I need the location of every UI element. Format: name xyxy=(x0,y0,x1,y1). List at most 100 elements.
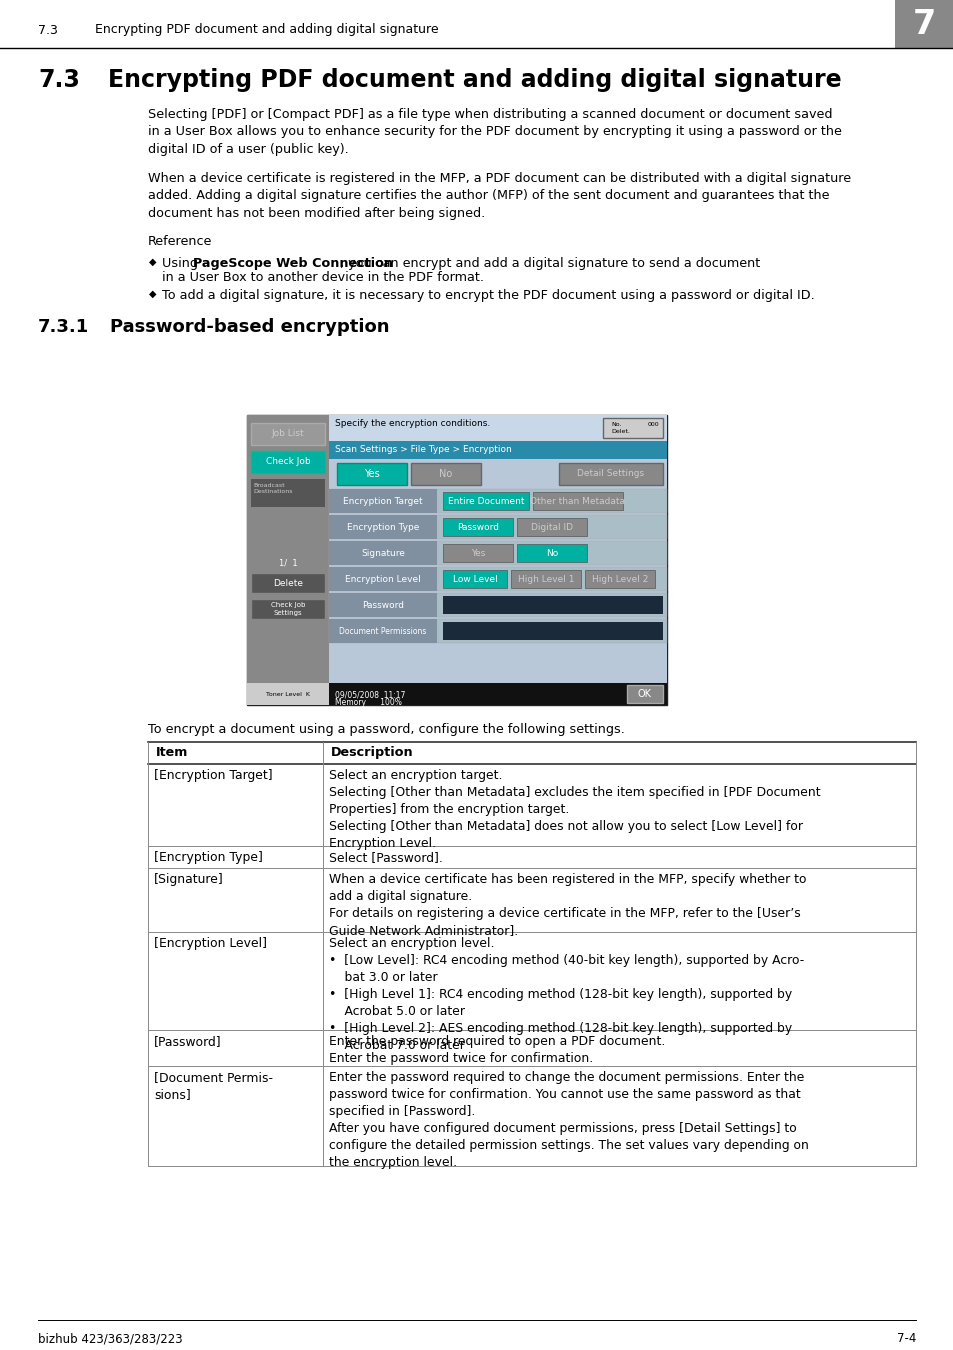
Text: bizhub 423/363/283/223: bizhub 423/363/283/223 xyxy=(38,1332,182,1345)
Bar xyxy=(329,683,666,705)
Text: PageScope Web Connection: PageScope Web Connection xyxy=(193,256,393,270)
Text: Encrypting PDF document and adding digital signature: Encrypting PDF document and adding digit… xyxy=(108,68,841,92)
Bar xyxy=(894,0,953,49)
Bar xyxy=(329,620,666,643)
Text: Delet.: Delet. xyxy=(610,429,629,433)
Bar xyxy=(329,567,666,591)
Bar xyxy=(329,593,436,617)
Bar xyxy=(442,518,513,536)
Text: Low Level: Low Level xyxy=(452,575,497,583)
Bar xyxy=(251,423,325,446)
Text: Toner Level  K: Toner Level K xyxy=(266,691,310,697)
Bar xyxy=(336,463,407,485)
Bar xyxy=(329,489,436,513)
Text: Description: Description xyxy=(331,747,414,759)
Text: Check Job
Settings: Check Job Settings xyxy=(271,602,305,616)
Bar xyxy=(251,572,325,593)
Text: ◆: ◆ xyxy=(149,289,156,298)
Bar xyxy=(511,570,580,589)
Text: Specify the encryption conditions.: Specify the encryption conditions. xyxy=(335,418,490,428)
Text: Encryption Level: Encryption Level xyxy=(345,575,420,583)
Text: Signature: Signature xyxy=(360,548,404,558)
Bar xyxy=(442,491,529,510)
Text: 7.3.1: 7.3.1 xyxy=(38,319,90,336)
Text: Yes: Yes xyxy=(364,468,379,479)
Text: Digital ID: Digital ID xyxy=(531,522,573,532)
Text: Password: Password xyxy=(361,601,403,609)
Text: 000: 000 xyxy=(647,423,659,427)
Text: 7.3: 7.3 xyxy=(38,68,80,92)
Text: High Level 1: High Level 1 xyxy=(517,575,574,583)
Text: Encrypting PDF document and adding digital signature: Encrypting PDF document and adding digit… xyxy=(95,23,438,36)
Text: [Encryption Target]: [Encryption Target] xyxy=(153,769,273,782)
Text: 7.3: 7.3 xyxy=(38,23,58,36)
Text: To add a digital signature, it is necessary to encrypt the PDF document using a : To add a digital signature, it is necess… xyxy=(162,289,814,302)
Bar xyxy=(329,514,436,539)
Text: Password-based encryption: Password-based encryption xyxy=(110,319,389,336)
Bar xyxy=(584,570,655,589)
Text: 09/05/2008  11:17: 09/05/2008 11:17 xyxy=(335,690,405,699)
Text: Scan Settings > File Type > Encryption: Scan Settings > File Type > Encryption xyxy=(335,446,511,455)
Text: 7-4: 7-4 xyxy=(896,1332,915,1345)
Bar xyxy=(442,622,662,640)
Text: [Signature]: [Signature] xyxy=(153,873,224,886)
Bar xyxy=(626,684,662,703)
Text: 7: 7 xyxy=(912,8,935,40)
Text: No.: No. xyxy=(610,423,620,427)
Bar xyxy=(329,514,666,539)
Bar xyxy=(329,620,436,643)
Text: Password: Password xyxy=(456,522,498,532)
Text: Other than Metadata: Other than Metadata xyxy=(530,497,625,505)
Bar xyxy=(247,414,329,705)
Bar xyxy=(251,599,325,620)
Text: Encryption Type: Encryption Type xyxy=(347,522,418,532)
Bar xyxy=(329,441,666,459)
Text: Reference: Reference xyxy=(148,235,213,248)
Text: Select [Password].: Select [Password]. xyxy=(329,850,442,864)
Bar xyxy=(442,570,506,589)
Text: [Document Permis-
sions]: [Document Permis- sions] xyxy=(153,1071,273,1102)
Text: in a User Box to another device in the PDF format.: in a User Box to another device in the P… xyxy=(162,271,483,284)
Bar xyxy=(558,463,662,485)
Bar xyxy=(329,567,436,591)
Bar xyxy=(329,593,666,617)
Bar xyxy=(442,595,662,614)
Text: Yes: Yes xyxy=(471,548,485,558)
Text: Select an encryption level.
•  [Low Level]: RC4 encoding method (40-bit key leng: Select an encryption level. • [Low Level… xyxy=(329,937,803,1052)
Bar xyxy=(329,414,666,441)
Text: No: No xyxy=(439,468,452,479)
Text: Enter the password required to open a PDF document.
Enter the password twice for: Enter the password required to open a PD… xyxy=(329,1035,664,1065)
Text: Document Permissions: Document Permissions xyxy=(339,626,426,636)
Text: Detail Settings: Detail Settings xyxy=(577,470,644,478)
Text: Check Job: Check Job xyxy=(265,458,310,467)
Bar xyxy=(329,414,666,705)
Text: OK: OK xyxy=(638,688,651,699)
Bar xyxy=(517,518,586,536)
Bar xyxy=(329,541,666,566)
Text: ◆: ◆ xyxy=(149,256,156,267)
Text: To encrypt a document using a password, configure the following settings.: To encrypt a document using a password, … xyxy=(148,724,624,736)
Text: Job List: Job List xyxy=(272,429,304,439)
Text: Encryption Target: Encryption Target xyxy=(343,497,422,505)
Bar xyxy=(251,479,325,508)
Text: Entire Document: Entire Document xyxy=(447,497,524,505)
Bar xyxy=(602,418,662,437)
Bar xyxy=(251,451,325,472)
Bar xyxy=(517,544,586,562)
Text: Memory      100%: Memory 100% xyxy=(335,698,401,707)
Bar xyxy=(533,491,622,510)
Bar xyxy=(442,544,513,562)
Text: [Password]: [Password] xyxy=(153,1035,221,1048)
Text: [Encryption Level]: [Encryption Level] xyxy=(153,937,267,950)
Text: Using: Using xyxy=(162,256,202,270)
Bar xyxy=(329,489,666,513)
Text: When a device certificate is registered in the MFP, a PDF document can be distri: When a device certificate is registered … xyxy=(148,171,850,220)
Text: No: No xyxy=(545,548,558,558)
Text: [Encryption Type]: [Encryption Type] xyxy=(153,850,263,864)
Bar xyxy=(329,541,436,566)
Text: When a device certificate has been registered in the MFP, specify whether to
add: When a device certificate has been regis… xyxy=(329,873,805,937)
Text: Selecting [PDF] or [Compact PDF] as a file type when distributing a scanned docu: Selecting [PDF] or [Compact PDF] as a fi… xyxy=(148,108,841,157)
Text: High Level 2: High Level 2 xyxy=(591,575,647,583)
Text: Item: Item xyxy=(156,747,188,759)
Text: Select an encryption target.
Selecting [Other than Metadata] excludes the item s: Select an encryption target. Selecting [… xyxy=(329,769,820,850)
